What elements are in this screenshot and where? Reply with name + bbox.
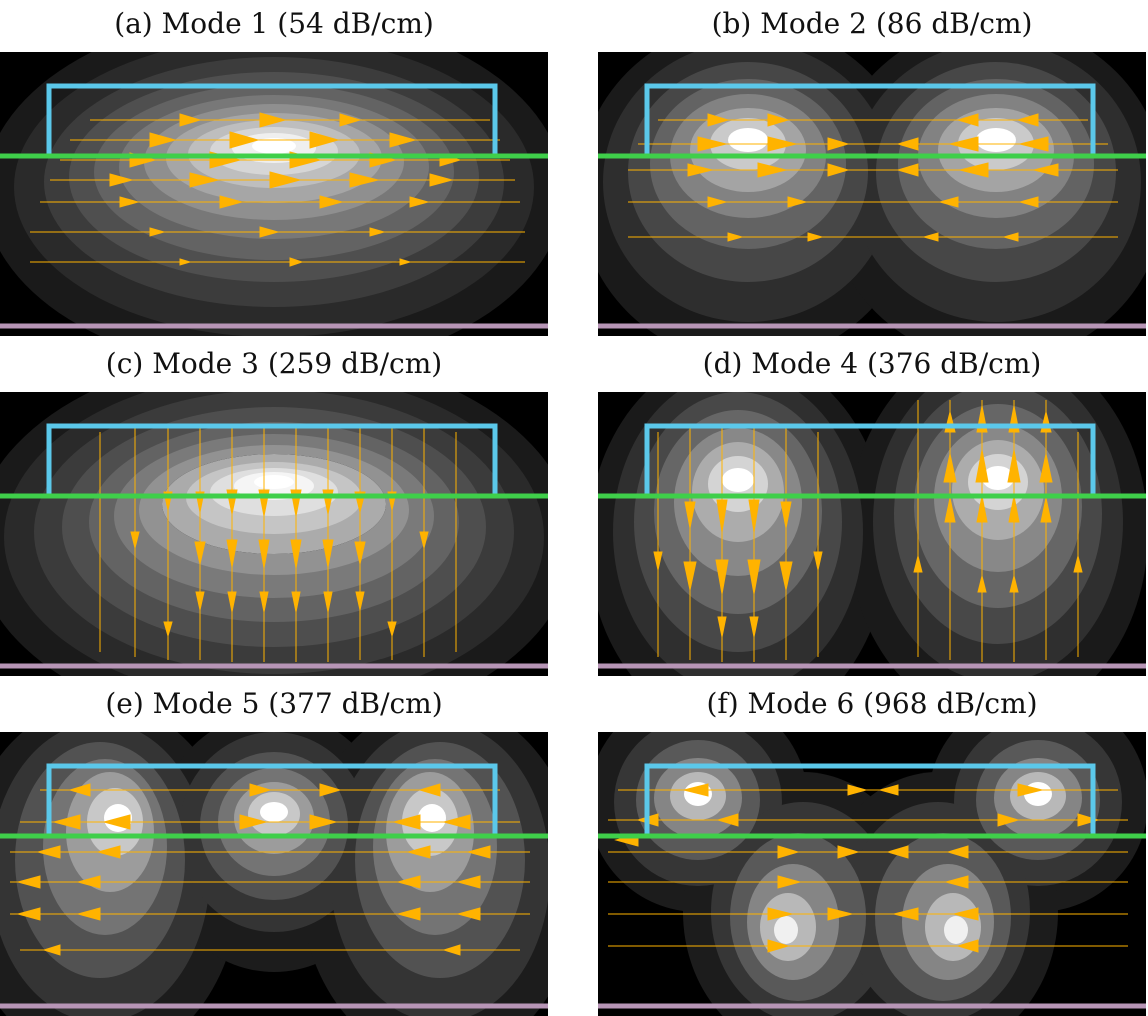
field-image	[0, 732, 548, 1016]
field-image	[0, 52, 548, 336]
mode-field-plot	[598, 52, 1146, 336]
mode-field-plot	[0, 52, 548, 336]
panel-caption: (c) Mode 3 (259 dB/cm)	[105, 347, 443, 380]
intensity-contours	[0, 52, 548, 336]
field-image	[598, 392, 1146, 676]
mode-field-plot	[0, 392, 548, 676]
polarization-arrows	[10, 783, 530, 956]
panel-caption: (a) Mode 1 (54 dB/cm)	[114, 7, 434, 40]
mode-field-plot	[0, 732, 548, 1016]
polarization-arrows	[653, 400, 1083, 662]
panel-caption: (b) Mode 2 (86 dB/cm)	[711, 7, 1033, 40]
panel-caption: (f) Mode 6 (968 dB/cm)	[706, 687, 1038, 720]
polarization-arrows	[628, 113, 1118, 242]
field-image	[0, 392, 548, 676]
polarization-arrows	[608, 783, 1128, 953]
intensity-contours	[598, 392, 1146, 676]
field-image	[598, 52, 1146, 336]
panel-caption: (d) Mode 4 (376 dB/cm)	[702, 347, 1042, 380]
polarization-arrows	[99, 427, 457, 662]
mode-field-plot	[598, 392, 1146, 676]
panel-caption: (e) Mode 5 (377 dB/cm)	[105, 687, 443, 720]
field-image	[598, 732, 1146, 1016]
intensity-contours	[0, 392, 548, 676]
intensity-contours	[598, 52, 1146, 336]
mode-field-plot	[598, 732, 1146, 1016]
